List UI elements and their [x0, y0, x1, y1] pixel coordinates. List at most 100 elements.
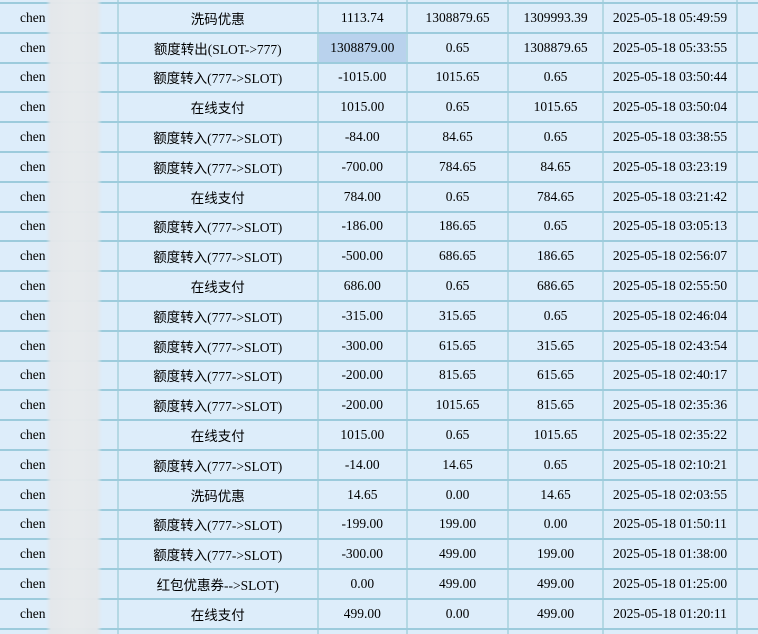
cell-balance-after[interactable]: 0.65: [509, 301, 604, 330]
cell-username[interactable]: chen: [0, 540, 119, 569]
cell-transaction-type[interactable]: 额度转入(777->SLOT): [119, 450, 319, 479]
cell-extra[interactable]: [738, 242, 758, 270]
cell-extra[interactable]: [738, 600, 758, 628]
cell-balance-after[interactable]: 0.65: [509, 123, 604, 151]
cell-amount[interactable]: 1308879.00: [318, 33, 408, 62]
cell-transaction-type[interactable]: 洗码优惠: [119, 480, 319, 509]
cell-amount[interactable]: 499.00: [319, 599, 408, 628]
cell-username[interactable]: chen: [0, 301, 119, 330]
cell-username[interactable]: chen: [0, 123, 119, 151]
cell-balance-before[interactable]: 315.65: [408, 301, 509, 330]
cell-username[interactable]: chen: [0, 391, 119, 420]
cell-balance-after[interactable]: 784.65: [509, 182, 604, 211]
cell-time[interactable]: 2025-05-18 05:49:59: [604, 4, 738, 32]
cell-balance-after[interactable]: 499.00: [509, 599, 604, 628]
cell-extra[interactable]: [738, 481, 758, 509]
cell-time[interactable]: 2025-05-18 05:33:55: [604, 33, 738, 62]
cell-username[interactable]: chen: [0, 331, 119, 360]
cell-transaction-type[interactable]: 洗码优惠: [119, 4, 319, 32]
cell-extra[interactable]: [738, 570, 758, 598]
cell-amount[interactable]: -199.00: [319, 510, 408, 539]
cell-transaction-type[interactable]: 额度转入(777->SLOT): [119, 361, 319, 390]
cell-extra[interactable]: [738, 93, 758, 121]
cell-balance-after[interactable]: 1308879.65: [509, 33, 604, 62]
cell-balance-before[interactable]: 499.00: [408, 570, 509, 598]
cell-balance-before[interactable]: 0.65: [408, 33, 509, 62]
cell-transaction-type[interactable]: 在线支付: [119, 182, 319, 211]
cell-balance-before[interactable]: 0.65: [408, 272, 509, 300]
cell-extra[interactable]: [738, 64, 758, 92]
cell-username[interactable]: chen: [0, 570, 119, 598]
cell-balance-before[interactable]: 186.65: [408, 212, 509, 241]
cell-username[interactable]: chen: [0, 242, 119, 271]
cell-amount[interactable]: -14.00: [319, 450, 408, 479]
cell-amount[interactable]: -300.00: [319, 540, 408, 569]
cell-username[interactable]: chen: [0, 63, 119, 92]
cell-extra[interactable]: [738, 302, 758, 330]
cell-balance-after[interactable]: 84.65: [509, 152, 604, 181]
cell-extra[interactable]: [738, 123, 758, 151]
cell-transaction-type[interactable]: 额度转入(777->SLOT): [119, 242, 319, 271]
cell-extra[interactable]: [738, 421, 758, 449]
cell-balance-after[interactable]: 315.65: [509, 331, 604, 360]
cell-transaction-type[interactable]: 在线支付: [119, 93, 319, 122]
cell-amount[interactable]: 1015.00: [319, 421, 408, 449]
cell-amount[interactable]: -700.00: [319, 152, 408, 181]
cell-time[interactable]: 2025-05-18 02:35:36: [604, 391, 738, 420]
cell-username[interactable]: chen: [0, 152, 119, 181]
cell-balance-after[interactable]: 499.00: [509, 570, 604, 598]
cell-extra[interactable]: [738, 34, 758, 62]
cell-time[interactable]: 2025-05-18 02:43:54: [604, 331, 738, 360]
cell-extra[interactable]: [738, 213, 758, 241]
cell-time[interactable]: 2025-05-18 03:50:04: [604, 93, 738, 122]
cell-transaction-type[interactable]: 额度转入(777->SLOT): [119, 331, 319, 360]
cell-extra[interactable]: [738, 272, 758, 300]
cell-transaction-type[interactable]: 额度转入(777->SLOT): [119, 391, 319, 420]
cell-amount[interactable]: 1113.74: [319, 4, 408, 32]
cell-extra[interactable]: [738, 540, 758, 568]
cell-amount[interactable]: 686.00: [319, 272, 408, 300]
cell-time[interactable]: 2025-05-18 02:40:17: [604, 361, 738, 390]
cell-amount[interactable]: 784.00: [319, 182, 408, 211]
cell-extra[interactable]: [738, 451, 758, 479]
cell-balance-before[interactable]: 499.00: [408, 540, 509, 569]
cell-balance-after[interactable]: 199.00: [509, 540, 604, 569]
cell-balance-before[interactable]: 0.65: [408, 182, 509, 211]
cell-balance-after[interactable]: 686.65: [509, 272, 604, 300]
cell-balance-after[interactable]: 615.65: [509, 361, 604, 390]
cell-time[interactable]: 2025-05-18 01:20:11: [604, 599, 738, 628]
cell-amount[interactable]: -300.00: [319, 331, 408, 360]
cell-transaction-type[interactable]: 额度转入(777->SLOT): [119, 212, 319, 241]
cell-balance-after[interactable]: 0.65: [509, 450, 604, 479]
cell-balance-before[interactable]: 615.65: [408, 331, 509, 360]
cell-username[interactable]: chen: [0, 450, 119, 479]
cell-username[interactable]: chen: [0, 272, 119, 300]
cell-balance-before[interactable]: 84.65: [408, 123, 509, 151]
cell-time[interactable]: 2025-05-18 03:50:44: [604, 63, 738, 92]
cell-transaction-type[interactable]: 额度转入(777->SLOT): [119, 540, 319, 569]
cell-time[interactable]: 2025-05-18 02:35:22: [604, 421, 738, 449]
cell-transaction-type[interactable]: 额度转出(SLOT->777): [119, 33, 319, 62]
cell-time[interactable]: 2025-05-18 02:56:07: [604, 242, 738, 271]
cell-time[interactable]: 2025-05-18 03:23:19: [604, 152, 738, 181]
cell-time[interactable]: 2025-05-18 02:55:50: [604, 272, 738, 300]
cell-time[interactable]: 2025-05-18 03:05:13: [604, 212, 738, 241]
cell-username[interactable]: chen: [0, 93, 119, 122]
cell-balance-before[interactable]: 815.65: [408, 361, 509, 390]
cell-balance-after[interactable]: 0.65: [509, 63, 604, 92]
cell-transaction-type[interactable]: 额度转入(777->SLOT): [119, 152, 319, 181]
cell-balance-after[interactable]: 0.00: [509, 510, 604, 539]
cell-username[interactable]: chen: [0, 361, 119, 390]
cell-balance-after[interactable]: 1309993.39: [509, 4, 604, 32]
cell-balance-before[interactable]: 0.65: [408, 421, 509, 449]
cell-balance-after[interactable]: 815.65: [509, 391, 604, 420]
cell-transaction-type[interactable]: 在线支付: [119, 272, 319, 300]
cell-extra[interactable]: [738, 153, 758, 181]
cell-transaction-type[interactable]: 红包优惠券-->SLOT): [119, 570, 319, 598]
cell-amount[interactable]: -200.00: [319, 361, 408, 390]
cell-amount[interactable]: -84.00: [319, 123, 408, 151]
cell-time[interactable]: 2025-05-18 02:46:04: [604, 301, 738, 330]
cell-username[interactable]: chen: [0, 182, 119, 211]
cell-balance-after[interactable]: 1015.65: [509, 93, 604, 122]
cell-extra[interactable]: [738, 183, 758, 211]
